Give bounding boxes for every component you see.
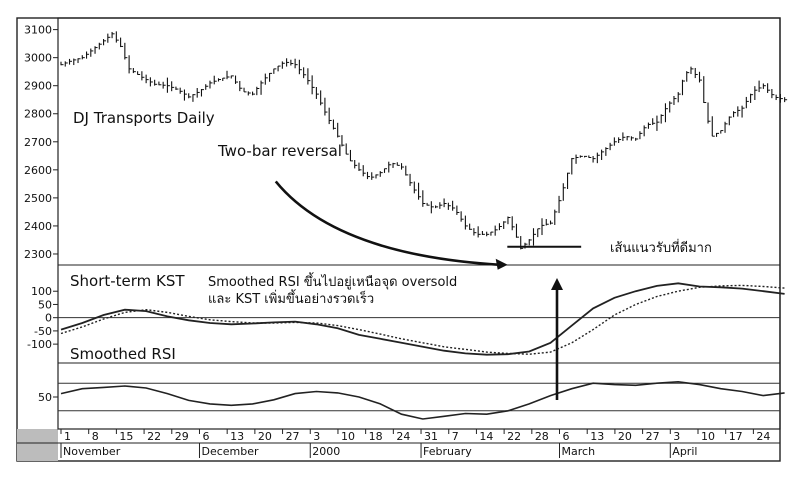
date-tick-label: 10 [701,430,715,443]
price-y-tick-label: 2300 [24,248,52,261]
date-tick-label: 27 [286,430,300,443]
oversold-arrowhead [551,278,563,290]
price-y-tick-label: 2900 [24,80,52,93]
two-bar-reversal-arrow [274,180,500,267]
date-tick-label: 17 [729,430,743,443]
month-label: November [63,445,121,458]
two-bar-reversal-arrowhead [495,258,508,270]
price-y-tick-label: 3100 [24,24,52,37]
kst-line [60,282,785,356]
date-tick-label: 22 [507,430,521,443]
month-label: April [672,445,697,458]
date-tick-label: 31 [424,430,438,443]
kst-y-tick-label: -50 [34,325,52,338]
kst-panel-title: Short-term KST [70,272,185,290]
date-tick-label: 15 [119,430,133,443]
date-tick-label: 8 [92,430,99,443]
corner-block [17,429,58,461]
rsi-line [60,380,785,420]
price-panel-title: DJ Transports Daily [73,109,215,127]
plot-area [57,17,781,430]
price-y-tick-label: 2600 [24,164,52,177]
date-tick-label: 6 [202,430,209,443]
kst-annotation-line-1: Smoothed RSI ขึ้นไปอยู่เหนือจุด oversold [208,272,457,290]
month-label: December [201,445,259,458]
date-tick-label: 18 [369,430,383,443]
kst-y-tick-label: -100 [27,338,52,351]
price-y-tick-label: 2800 [24,108,52,121]
date-tick-label: 13 [590,430,604,443]
price-y-tick-label: 3000 [24,52,52,65]
date-tick-label: 24 [396,430,410,443]
date-tick-label: 6 [563,430,570,443]
chart-frame [16,17,781,462]
price-y-tick-label: 2500 [24,192,52,205]
date-tick-label: 13 [230,430,244,443]
date-tick-label: 3 [673,430,680,443]
date-tick-label: 14 [479,430,493,443]
date-tick-label: 28 [535,430,549,443]
kst-annotation-line-2: และ KST เพิ่มขึ้นอย่างรวดเร็ว [208,289,374,307]
rsi-panel-title: Smoothed RSI [70,345,176,363]
date-tick-label: 22 [147,430,161,443]
kst-signal-line [60,284,785,355]
rsi-y-tick-label: 50 [38,391,52,404]
kst-y-tick-label: 100 [31,285,52,298]
month-label: February [423,445,472,458]
month-label: March [562,445,596,458]
date-tick-label: 7 [452,430,459,443]
date-tick-label: 20 [258,430,272,443]
date-tick-label: 1 [64,430,71,443]
price-y-tick-label: 2700 [24,136,52,149]
date-tick-label: 20 [618,430,632,443]
kst-y-tick-label: 0 [45,312,52,325]
month-label: 2000 [312,445,340,458]
price-y-tick-label: 2400 [24,220,52,233]
date-tick-label: 10 [341,430,355,443]
kst-y-tick-label: 50 [38,298,52,311]
support-line-label: เส้นแนวรับที่ดีมาก [610,239,712,256]
date-tick-label: 27 [646,430,660,443]
date-tick-label: 29 [175,430,189,443]
two-bar-reversal-label: Two-bar reversal [217,142,342,160]
date-tick-label: 24 [756,430,770,443]
date-tick-label: 3 [313,430,320,443]
